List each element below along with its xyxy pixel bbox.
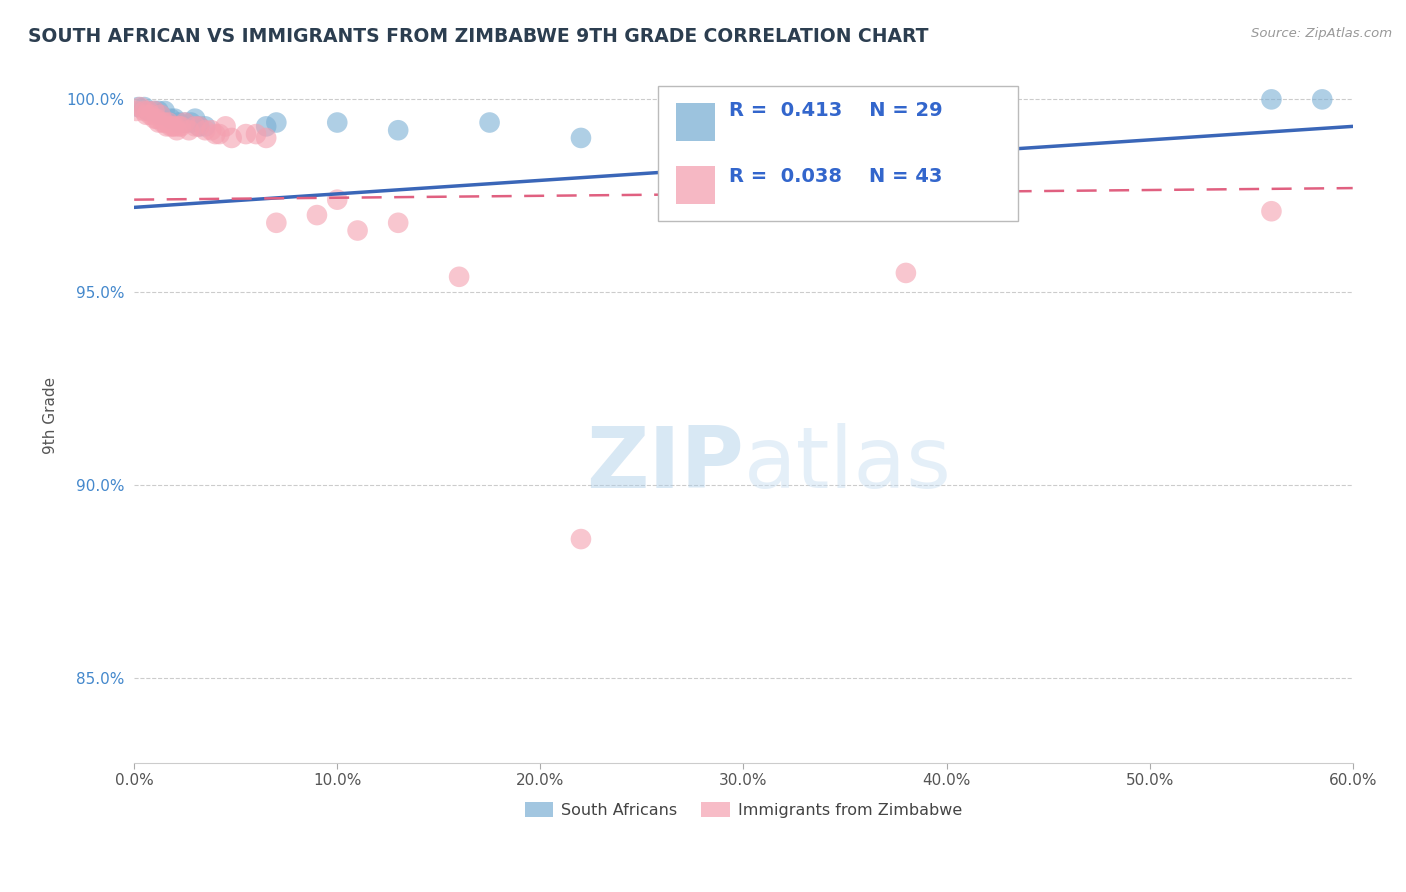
- Point: [177, 123, 200, 137]
- Point: [148, 103, 170, 118]
- Point: [569, 131, 592, 145]
- Point: [143, 112, 166, 126]
- Point: [138, 103, 160, 118]
- Point: [245, 127, 267, 141]
- Point: [134, 103, 156, 118]
- Text: SOUTH AFRICAN VS IMMIGRANTS FROM ZIMBABWE 9TH GRADE CORRELATION CHART: SOUTH AFRICAN VS IMMIGRANTS FROM ZIMBABW…: [28, 27, 928, 45]
- Point: [569, 532, 592, 546]
- Bar: [676, 166, 716, 204]
- Point: [145, 112, 167, 126]
- Point: [170, 120, 193, 134]
- Point: [125, 103, 148, 118]
- Point: [326, 193, 349, 207]
- Point: [184, 112, 207, 126]
- Point: [180, 115, 202, 129]
- Point: [221, 131, 243, 145]
- Point: [163, 112, 186, 126]
- Y-axis label: 9th Grade: 9th Grade: [44, 377, 58, 454]
- Point: [184, 120, 207, 134]
- Point: [208, 127, 231, 141]
- Legend: South Africans, Immigrants from Zimbabwe: South Africans, Immigrants from Zimbabwe: [519, 796, 969, 824]
- Point: [127, 100, 149, 114]
- Point: [167, 120, 190, 134]
- Point: [188, 120, 211, 134]
- Point: [166, 123, 188, 137]
- Point: [1310, 92, 1333, 106]
- Point: [153, 115, 176, 129]
- Point: [167, 115, 190, 129]
- Text: R =  0.413    N = 29: R = 0.413 N = 29: [728, 101, 942, 120]
- Point: [305, 208, 328, 222]
- Point: [200, 123, 222, 137]
- Point: [159, 112, 181, 126]
- Point: [326, 115, 349, 129]
- Point: [135, 108, 157, 122]
- Point: [254, 120, 277, 134]
- Point: [152, 115, 174, 129]
- Point: [143, 103, 166, 118]
- Point: [449, 269, 471, 284]
- Point: [149, 108, 172, 122]
- Point: [733, 150, 755, 164]
- Point: [149, 108, 172, 122]
- Bar: [676, 103, 716, 142]
- Point: [143, 103, 166, 118]
- Point: [156, 120, 179, 134]
- Point: [894, 266, 917, 280]
- Point: [387, 123, 409, 137]
- Point: [204, 127, 226, 141]
- Point: [1260, 92, 1282, 106]
- Point: [174, 115, 197, 129]
- Point: [214, 120, 236, 134]
- Point: [188, 120, 211, 134]
- Point: [157, 115, 180, 129]
- Point: [138, 103, 160, 118]
- Point: [134, 100, 156, 114]
- Point: [254, 131, 277, 145]
- Point: [148, 115, 170, 129]
- FancyBboxPatch shape: [658, 86, 1018, 221]
- Text: R =  0.038    N = 43: R = 0.038 N = 43: [728, 167, 942, 186]
- Point: [163, 120, 186, 134]
- Point: [235, 127, 257, 141]
- Point: [162, 120, 184, 134]
- Point: [266, 216, 288, 230]
- Point: [129, 100, 152, 114]
- Point: [387, 216, 409, 230]
- Point: [346, 223, 368, 237]
- Point: [194, 120, 217, 134]
- Point: [139, 108, 162, 122]
- Point: [174, 115, 197, 129]
- Text: Source: ZipAtlas.com: Source: ZipAtlas.com: [1251, 27, 1392, 40]
- Point: [194, 123, 217, 137]
- Text: ZIP: ZIP: [586, 423, 744, 506]
- Point: [159, 120, 181, 134]
- Point: [266, 115, 288, 129]
- Point: [478, 115, 501, 129]
- Text: atlas: atlas: [744, 423, 952, 506]
- Point: [153, 103, 176, 118]
- Point: [1260, 204, 1282, 219]
